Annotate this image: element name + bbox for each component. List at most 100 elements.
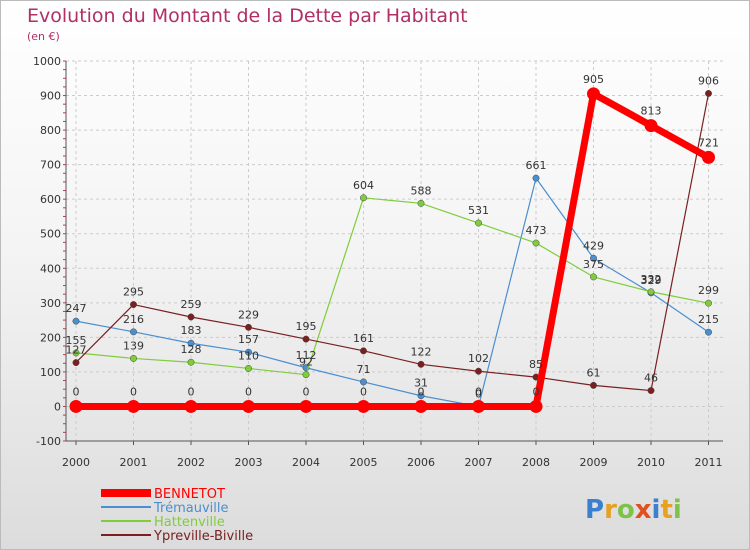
data-point <box>532 239 540 247</box>
data-point <box>130 354 137 362</box>
grid-layer <box>66 60 723 442</box>
y-tick-label: 500 <box>40 228 61 241</box>
data-label: 0 <box>418 385 425 398</box>
data-label: 0 <box>475 387 482 400</box>
data-label: 329 <box>641 274 662 287</box>
y-tick-label: 600 <box>40 193 61 206</box>
data-label: 127 <box>66 344 87 357</box>
y-tick-label: 200 <box>40 331 61 344</box>
proxiti-logo: Proxiti <box>585 495 682 525</box>
x-tick-label: 2006 <box>407 456 435 469</box>
data-point <box>475 219 482 227</box>
legend-label: Trémauville <box>153 501 228 516</box>
data-point <box>532 174 540 182</box>
x-tick-label: 2005 <box>350 456 378 469</box>
data-point <box>302 335 310 343</box>
data-point <box>705 299 712 307</box>
data-point <box>245 348 252 356</box>
data-label: 122 <box>411 345 432 358</box>
data-label: 473 <box>526 224 547 237</box>
data-label: 0 <box>533 385 540 398</box>
data-point <box>417 360 425 368</box>
data-point <box>130 301 137 308</box>
data-point <box>187 313 195 321</box>
y-tick-label: 800 <box>40 124 61 137</box>
data-label: 531 <box>468 204 489 217</box>
data-point <box>417 392 425 400</box>
x-tick-label: 2011 <box>695 456 723 469</box>
data-point <box>647 288 655 296</box>
data-point <box>72 359 80 367</box>
legend: BENNETOTTrémauvilleHattenvilleYpreville-… <box>101 487 253 544</box>
data-label: 61 <box>587 366 601 379</box>
data-point <box>242 399 255 413</box>
x-tick-label: 2000 <box>62 456 90 469</box>
data-label: 299 <box>698 284 719 297</box>
series-line <box>75 93 710 392</box>
data-label: 216 <box>123 313 144 326</box>
data-point <box>245 323 252 331</box>
data-label: 813 <box>641 105 662 118</box>
chart-subtitle: (en €) <box>27 30 60 43</box>
y-tick-label: 400 <box>40 262 61 275</box>
data-point <box>187 358 195 366</box>
data-label: 0 <box>303 385 310 398</box>
data-label: 906 <box>698 74 719 87</box>
data-point <box>360 347 367 355</box>
series-line <box>76 90 711 410</box>
data-label: 102 <box>468 352 489 365</box>
axis-layer: -100010020030040050060070080090010002000… <box>33 55 723 469</box>
data-point <box>69 399 83 413</box>
x-tick-label: 2002 <box>177 456 205 469</box>
data-label: 375 <box>583 258 604 271</box>
data-label: 31 <box>414 377 428 390</box>
x-tick-label: 2008 <box>522 456 550 469</box>
logo-text: Proxiti <box>585 495 682 525</box>
data-label: 661 <box>526 159 547 172</box>
data-label: 295 <box>123 286 144 299</box>
data-point <box>130 328 137 336</box>
data-label: 0 <box>73 385 80 398</box>
data-label: 0 <box>245 385 252 398</box>
x-tick-label: 2009 <box>580 456 608 469</box>
data-point <box>299 399 313 413</box>
legend-label: BENNETOT <box>154 487 225 502</box>
data-point <box>587 87 600 101</box>
series-line <box>75 197 709 376</box>
data-point <box>360 194 367 202</box>
data-label: 183 <box>181 324 202 337</box>
y-tick-label: 100 <box>40 366 61 379</box>
y-tick-label: 1000 <box>33 55 61 68</box>
data-label: 85 <box>529 358 543 371</box>
y-tick-label: 700 <box>40 159 61 172</box>
data-point <box>702 150 715 164</box>
data-label: 0 <box>360 385 367 398</box>
y-tick-label: -100 <box>36 435 61 448</box>
data-label: 195 <box>296 320 317 333</box>
data-label: 721 <box>698 136 719 149</box>
data-label: 0 <box>188 385 195 398</box>
y-tick-label: 300 <box>40 297 61 310</box>
data-point <box>414 399 428 413</box>
data-label: 215 <box>698 313 719 326</box>
data-label: 46 <box>644 372 658 385</box>
data-point <box>72 349 80 357</box>
data-label: 92 <box>299 356 313 369</box>
data-point <box>475 367 482 375</box>
y-tick-label: 0 <box>54 400 61 413</box>
data-point <box>705 90 712 97</box>
data-label: 259 <box>181 298 202 311</box>
data-point <box>590 381 597 389</box>
data-label: 112 <box>296 349 317 362</box>
x-tick-label: 2007 <box>465 456 493 469</box>
x-tick-label: 2003 <box>235 456 263 469</box>
series-layer <box>69 87 715 413</box>
data-point <box>357 399 370 413</box>
data-label: 905 <box>583 73 604 86</box>
data-point <box>245 365 252 372</box>
data-label: 429 <box>583 239 604 252</box>
data-point <box>644 119 658 133</box>
data-point <box>417 199 425 207</box>
